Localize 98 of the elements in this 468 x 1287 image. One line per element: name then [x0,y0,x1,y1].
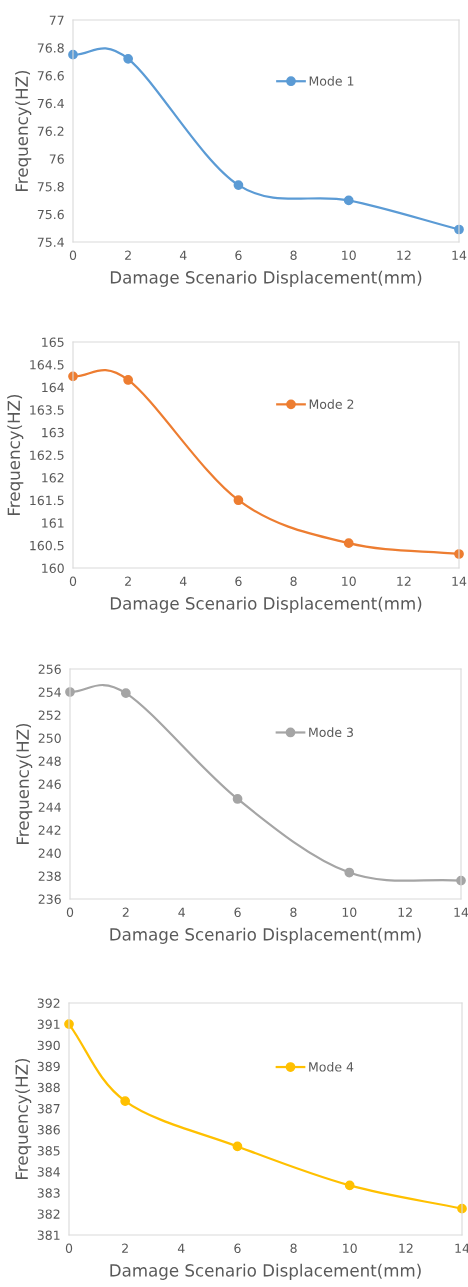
y-tick-label: 388 [37,1082,60,1093]
x-tick-label: 4 [179,250,187,260]
y-tick-label: 162 [42,473,64,483]
x-tick-label: 10 [343,1243,357,1254]
y-tick-label: 390 [37,1040,60,1051]
legend-label: Mode 1 [309,76,354,86]
x-axis-title: Damage Scenario Displacement(mm) [110,270,422,287]
y-tick-label: 387 [37,1103,60,1114]
y-tick-label: 75.8 [37,181,64,192]
y-tick-label: 76.8 [37,43,64,53]
x-tick-label: 2 [125,250,131,260]
y-tick-label: 77 [49,15,64,25]
y-axis-title: Frequency(HZ) [15,70,32,191]
y-tick-label: 163 [42,427,64,438]
x-tick-label: 2 [125,576,131,586]
y-tick-label: 244 [38,802,61,812]
x-axis-title: Damage Scenario Displacement(mm) [110,596,422,613]
point [233,495,244,506]
point [343,538,354,549]
y-tick-label: 160.5 [30,540,64,551]
legend-label: Mode 4 [309,1061,354,1072]
y-tick-label: 76.2 [37,126,64,136]
x-tick-label: 12 [397,250,411,260]
x-tick-label: 0 [69,576,77,587]
y-tick-label: 248 [38,756,61,766]
y-tick-label: 76.6 [37,70,64,81]
y-tick-label: 165 [42,337,64,347]
point [232,1141,243,1152]
x-tick-label: 8 [290,1243,297,1254]
y-axis-title: Frequency(HZ) [16,723,33,844]
y-tick-label: 76 [49,154,64,164]
x-tick-label: 14 [454,907,468,917]
point [233,180,244,190]
y-tick-label: 163.5 [30,405,64,415]
x-tick-label: 6 [234,907,241,918]
y-tick-label: 161.5 [30,495,64,506]
y-tick-label: 383 [37,1188,60,1198]
x-tick-label: 12 [397,576,411,586]
legend-label: Mode 2 [309,399,354,409]
point [123,53,134,64]
y-tick-label: 162.5 [30,450,64,460]
point [343,195,354,206]
legend-label: Mode 3 [309,727,353,738]
y-tick-label: 386 [37,1125,60,1135]
y-tick-label: 164.5 [30,360,64,370]
y-tick-label: 256 [38,664,61,674]
x-axis-title: Damage Scenario Displacement(mm) [110,1263,421,1280]
point [120,1096,131,1106]
y-tick-label: 76.4 [37,98,64,109]
y-tick-label: 382 [37,1209,60,1219]
y-tick-label: 75.4 [37,237,64,247]
x-tick-label: 4 [177,1243,185,1253]
y-tick-label: 385 [37,1146,60,1156]
x-tick-label: 2 [122,1243,128,1253]
y-tick-label: 389 [37,1061,60,1072]
point [232,794,243,804]
x-tick-label: 8 [290,576,297,587]
x-tick-label: 0 [65,1243,73,1254]
point [344,1180,355,1191]
x-tick-label: 10 [342,250,356,261]
y-tick-label: 254 [38,687,61,697]
y-axis-title: Frequency(HZ) [15,1058,32,1179]
y-tick-label: 242 [38,825,61,835]
y-tick-label: 246 [38,779,61,789]
y-tick-label: 160 [42,563,64,573]
y-tick-label: 392 [37,998,60,1008]
x-tick-label: 6 [234,1243,241,1254]
x-tick-label: 6 [235,576,242,587]
x-tick-label: 0 [66,907,74,918]
y-tick-label: 381 [37,1230,60,1240]
x-tick-label: 12 [398,907,412,917]
y-tick-label: 250 [38,733,61,743]
y-tick-label: 164 [42,382,64,393]
y-tick-label: 161 [42,518,64,528]
y-tick-label: 240 [38,848,61,858]
y-tick-label: 75.6 [37,209,64,220]
point [344,867,355,878]
x-tick-label: 4 [178,907,185,917]
x-tick-label: 10 [342,907,357,918]
y-tick-label: 236 [38,894,61,904]
x-tick-label: 6 [235,250,242,261]
x-tick-label: 8 [290,907,297,918]
x-tick-label: 12 [399,1243,413,1253]
x-axis-title: Damage Scenario Displacement(mm) [110,927,421,944]
y-tick-label: 252 [38,710,61,720]
x-tick-label: 0 [69,250,77,261]
x-tick-label: 4 [179,576,187,586]
x-tick-label: 10 [342,576,356,587]
x-tick-label: 2 [122,907,129,917]
point [120,688,131,699]
y-tick-label: 238 [38,871,61,881]
point [123,375,134,385]
x-tick-label: 8 [290,250,297,261]
y-tick-label: 391 [37,1019,60,1030]
x-tick-label: 14 [452,250,467,260]
x-tick-label: 14 [452,576,467,586]
y-tick-label: 384 [37,1167,60,1177]
y-axis-title: Frequency(HZ) [7,394,24,515]
